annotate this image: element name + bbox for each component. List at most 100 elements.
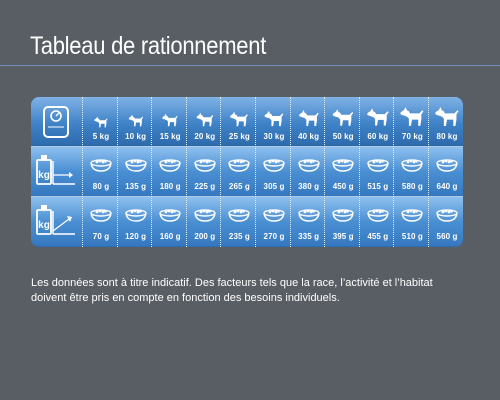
ration-label: 225 g [194,182,216,191]
ration-label: 580 g [401,182,423,191]
dog-icon [331,108,355,132]
dog-icon [161,113,179,132]
ration-high-cell: 455 g [360,197,396,246]
ration-low-cell: 305 g [256,147,292,196]
column-divider [151,97,153,247]
ration-high-cell: 235 g [221,197,257,246]
ration-table: 5 kg 10 kg 15 kg 20 kg 25 kg 30 kg 40 kg 50 kg 6… [31,97,463,247]
food-bowl-icon [297,156,321,179]
ration-label: 450 g [332,182,354,191]
ration-label: 640 g [436,182,458,191]
weight-cell: 60 kg [360,97,396,146]
title-divider [0,65,500,66]
ration-row-low: kg 80 g 135 g 180 g 225 g 265 g 305 g 380 g 450… [31,147,463,196]
weight-cell: 80 kg [429,97,463,146]
food-bowl-icon [331,156,355,179]
ration-label: 335 g [298,232,320,241]
ration-label: 305 g [263,182,285,191]
ration-low-cell: 380 g [291,147,327,196]
column-divider [82,97,83,247]
food-bowl-icon [124,156,148,179]
food-bowl-icon [89,156,113,179]
ration-label: 70 g [92,232,110,241]
food-bowl-icon [366,206,390,229]
ration-low-cell: 180 g [152,147,188,196]
column-divider [393,97,395,247]
scale-kg-low-icon: kg [31,147,81,196]
food-bowl-icon [400,156,424,179]
ration-label: 515 g [367,182,389,191]
column-divider [255,97,256,247]
row-divider [31,146,463,147]
weight-cell: 40 kg [291,97,327,146]
ration-high-cell: 560 g [429,197,463,246]
ration-label: 560 g [436,232,458,241]
ration-low-cell: 580 g [394,147,430,196]
ration-low-cell: 515 g [360,147,396,196]
ration-high-cell: 160 g [152,197,188,246]
weight-label: 20 kg [194,132,216,141]
dog-weight-row: 5 kg 10 kg 15 kg 20 kg 25 kg 30 kg 40 kg 50 kg 6… [31,97,463,146]
dog-icon [195,112,215,132]
kg-glyph: kg [38,220,50,231]
dog-icon [365,107,390,132]
column-divider [116,97,118,247]
food-bowl-icon [297,206,321,229]
food-bowl-icon [227,156,251,179]
kg-glyph: kg [38,170,50,181]
weight-label: 40 kg [298,132,320,141]
column-divider [289,97,291,247]
page-title: Tableau de rationnement [30,32,267,60]
weight-label: 25 kg [228,132,250,141]
weight-cell: 30 kg [256,97,292,146]
ration-low-cell: 135 g [118,147,154,196]
scale-kg-high-icon: kg [31,197,81,246]
ration-label: 180 g [159,182,181,191]
ration-row-high: kg 70 g 120 g 160 g 200 g 235 g 270 g 335 g 395… [31,197,463,246]
ration-low-cell: 80 g [83,147,119,196]
weight-label: 60 kg [367,132,389,141]
scale-icon [31,97,81,146]
food-bowl-icon [227,206,251,229]
food-bowl-icon [331,206,355,229]
weight-cell: 25 kg [221,97,257,146]
dog-icon [93,115,109,133]
food-bowl-icon [158,206,182,229]
weight-cell: 10 kg [118,97,154,146]
ration-label: 160 g [159,232,181,241]
food-bowl-icon [158,156,182,179]
food-bowl-icon [124,206,148,229]
ration-label: 80 g [92,182,110,191]
ration-label: 135 g [125,182,147,191]
ration-high-cell: 510 g [394,197,430,246]
ration-label: 510 g [401,232,423,241]
food-bowl-icon [193,156,217,179]
food-bowl-icon [400,206,424,229]
column-divider [220,97,222,247]
ration-label: 120 g [125,232,147,241]
food-bowl-icon [89,206,113,229]
food-bowl-icon [366,156,390,179]
ration-label: 395 g [332,232,354,241]
column-divider [324,97,326,247]
ration-label: 455 g [367,232,389,241]
dog-icon [433,106,461,132]
food-bowl-icon [435,206,459,229]
ration-low-cell: 225 g [187,147,223,196]
weight-cell: 70 kg [394,97,430,146]
column-divider [358,97,360,247]
weight-cell: 5 kg [83,97,119,146]
ration-low-cell: 450 g [325,147,361,196]
dog-icon [263,110,285,132]
weight-cell: 15 kg [152,97,188,146]
column-divider [185,97,187,247]
ration-high-cell: 200 g [187,197,223,246]
column-divider [428,97,429,247]
weight-label: 5 kg [92,132,110,141]
dog-icon [127,114,144,132]
weight-label: 30 kg [263,132,285,141]
ration-label: 270 g [263,232,285,241]
dog-icon [297,109,320,132]
weight-cell: 20 kg [187,97,223,146]
food-bowl-icon [435,156,459,179]
